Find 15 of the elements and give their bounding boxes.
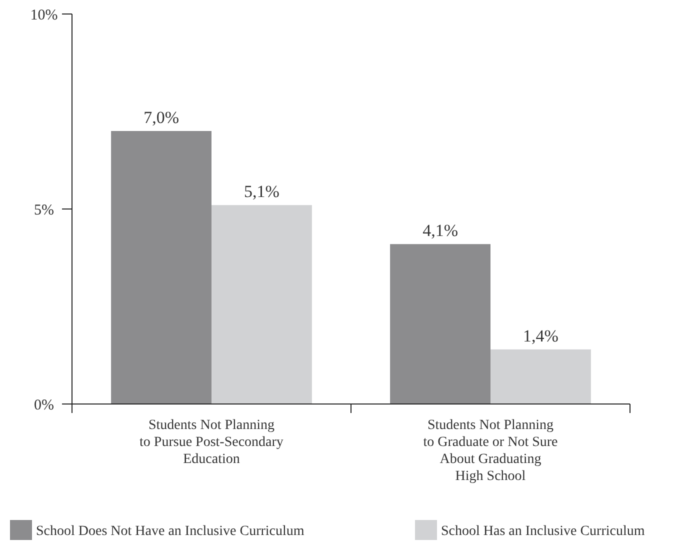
y-tick-label: 0% [34, 397, 54, 414]
bar [212, 205, 312, 404]
data-label: 5,1% [244, 182, 280, 202]
bar [490, 349, 591, 404]
bar [390, 244, 490, 404]
y-tick-label: 5% [34, 202, 54, 218]
y-tick-label: 10% [30, 7, 58, 24]
data-label: 1,4% [523, 326, 558, 346]
x-tick-label: Students Not Planning to Graduate or Not Sure About Graduating High School [423, 418, 558, 484]
data-label: 7,0% [144, 108, 179, 127]
legend-label: School Has an Inclusive Curriculum [441, 524, 645, 539]
x-tick-label: Students Not Planning to Pursue Post-Secondary Education [140, 418, 284, 467]
legend-label: School Does Not Have an Inclusive Curriculum [36, 524, 304, 539]
data-label: 4,1% [422, 221, 458, 240]
bar [111, 131, 212, 404]
